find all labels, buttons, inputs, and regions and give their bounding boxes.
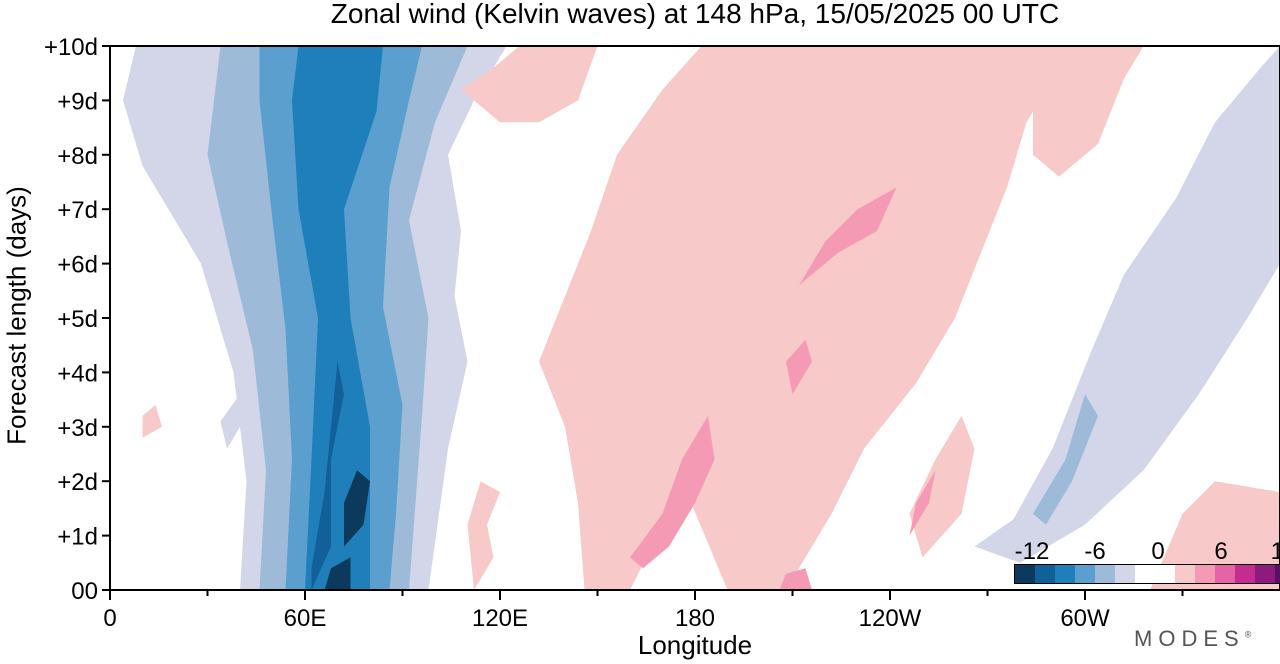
contour-region-westerly-4-a bbox=[630, 415, 715, 569]
x-axis-label: Longitude bbox=[637, 630, 753, 660]
y-tick-label: +1d bbox=[57, 524, 98, 551]
contour-fills bbox=[110, 46, 1280, 590]
contour-region-easterly-patch-west bbox=[220, 394, 247, 449]
y-tick-label: +3d bbox=[57, 415, 98, 442]
x-tick-label: 180 bbox=[675, 605, 715, 632]
x-tick-label: 0 bbox=[103, 605, 116, 632]
contour-region-easterly-12 bbox=[311, 361, 344, 590]
colorbar-label: 0 bbox=[1151, 538, 1165, 565]
contour-region-westerly-br-2 bbox=[909, 415, 975, 558]
y-tick-label: +9d bbox=[57, 88, 98, 115]
contour-region-westerly-br bbox=[1150, 481, 1280, 590]
contour-region-westerly-4-d bbox=[909, 470, 936, 536]
contour-region-easterly-10 bbox=[292, 46, 383, 590]
colorbar-swatch bbox=[1275, 565, 1280, 583]
colorbar-swatch bbox=[1135, 565, 1155, 583]
colorbar-swatch bbox=[1055, 565, 1075, 583]
contour-region-westerly-topleft bbox=[461, 46, 598, 123]
x-axis: 0 60E 120E 180 120W 60W bbox=[103, 590, 1184, 632]
contour-region-westerly-4-e bbox=[779, 568, 812, 590]
x-tick-label: 120E bbox=[472, 605, 528, 632]
contour-region-easterly-core bbox=[324, 557, 351, 590]
colorbar-swatch bbox=[1255, 565, 1275, 583]
colorbar-label: -6 bbox=[1084, 538, 1106, 565]
colorbar-label: 6 bbox=[1214, 538, 1228, 565]
contour-region-easterly-core-2 bbox=[344, 470, 370, 547]
y-tick-label: +2d bbox=[57, 469, 98, 496]
chart-title: Zonal wind (Kelvin waves) at 148 hPa, 15… bbox=[330, 0, 1060, 29]
colorbar-swatch bbox=[1075, 565, 1095, 583]
contour-region-westerly-topright bbox=[1033, 46, 1144, 177]
colorbar-swatch bbox=[1175, 565, 1195, 583]
y-tick-label: +6d bbox=[57, 252, 98, 279]
colorbar: -12 -6 0 6 12 bbox=[1014, 538, 1280, 584]
contour-region-westerly-isolated-w bbox=[142, 405, 162, 438]
y-tick-label: +10d bbox=[44, 34, 98, 61]
contour-region-easterly-east bbox=[974, 46, 1280, 563]
colorbar-swatch bbox=[1095, 565, 1115, 583]
contour-region-westerly-4-c bbox=[786, 339, 812, 395]
y-axis: 00 +1d +2d +3d +4d +5d +6d +7d +8d +9d +10d bbox=[44, 34, 110, 605]
contour-region-easterly-blob-east bbox=[1033, 394, 1098, 525]
colorbar-swatch bbox=[1015, 565, 1035, 583]
y-tick-label: +5d bbox=[57, 306, 98, 333]
colorbar-label: -12 bbox=[1014, 538, 1050, 565]
colorbar-swatch bbox=[1235, 565, 1255, 583]
colorbar-label: 12 bbox=[1270, 538, 1280, 565]
x-tick-label: 120W bbox=[859, 605, 922, 632]
contour-region-westerly-left bbox=[467, 481, 500, 590]
contour-region-westerly-4-b bbox=[799, 187, 897, 286]
colorbar-swatch bbox=[1115, 565, 1135, 583]
y-tick-label: +8d bbox=[57, 143, 98, 170]
x-tick-label: 60W bbox=[1060, 605, 1110, 632]
colorbar-swatch bbox=[1035, 565, 1055, 583]
y-tick-label: +7d bbox=[57, 197, 98, 224]
x-tick-label: 60E bbox=[284, 605, 327, 632]
colorbar-swatches bbox=[1014, 564, 1280, 584]
y-tick-label: +4d bbox=[57, 360, 98, 387]
colorbar-swatch bbox=[1215, 565, 1235, 583]
y-tick-label: 00 bbox=[71, 578, 98, 605]
y-axis-label: Forecast length (days) bbox=[1, 186, 32, 445]
colorbar-swatch bbox=[1155, 565, 1175, 583]
contour-region-westerly-main bbox=[539, 46, 1072, 590]
brand-logo: MODES® bbox=[1134, 626, 1252, 651]
colorbar-swatch bbox=[1195, 565, 1215, 583]
